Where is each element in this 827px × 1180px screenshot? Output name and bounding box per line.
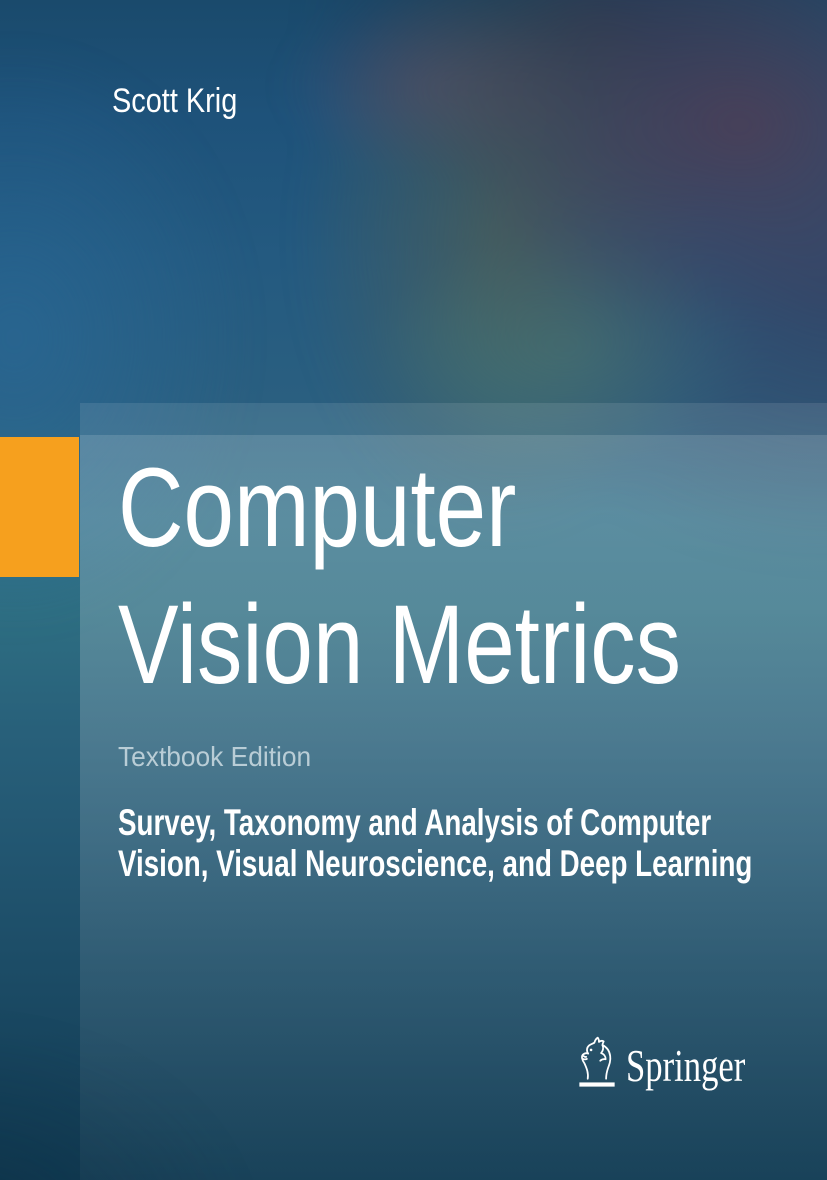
book-subtitle-line-2: Vision, Visual Neuroscience, and Deep Le… (118, 843, 753, 884)
orange-accent-square (0, 437, 79, 577)
publisher-name: Springer (626, 1041, 746, 1091)
translucent-panel-upper-band (80, 403, 827, 435)
author-name: Scott Krig (112, 82, 238, 120)
book-title-line-2: Vision Metrics (118, 582, 681, 707)
springer-horse-icon (579, 1036, 615, 1087)
book-title: Computer Vision Metrics (118, 439, 681, 713)
book-subtitle: Survey, Taxonomy and Analysis of Compute… (118, 802, 752, 884)
book-subtitle-line-1: Survey, Taxonomy and Analysis of Compute… (118, 802, 712, 843)
book-title-line-1: Computer (118, 445, 517, 570)
translucent-panel (80, 435, 827, 1180)
edition-label: Textbook Edition (118, 741, 312, 772)
